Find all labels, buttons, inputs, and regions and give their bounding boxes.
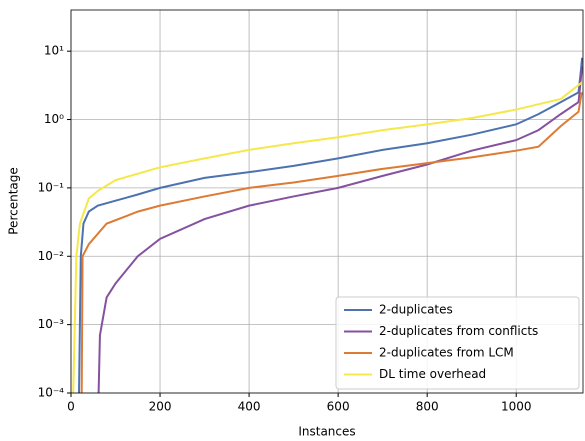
x-tick-label: 800 [416,400,439,414]
legend-label: 2-duplicates [379,303,453,317]
line-series [97,66,584,394]
line-series [78,57,584,394]
y-tick-label: 10⁻¹ [38,180,65,194]
legend-box [335,296,580,390]
legend-label: 2-duplicates from LCM [379,346,514,360]
x-tick-label: 600 [327,400,350,414]
x-tick-label: 0 [67,400,75,414]
y-tick-label: 10⁻² [38,249,65,263]
y-tick-label: 10⁰ [44,112,64,126]
x-axis-label: Instances [298,425,355,439]
plot-frame [70,9,584,394]
x-tick-label: 200 [149,400,172,414]
y-tick-label: 10⁻⁴ [38,386,65,400]
line-series [80,92,583,394]
line-series [72,81,583,394]
y-tick-label: 10¹ [44,44,64,58]
x-tick-label: 400 [238,400,261,414]
y-tick-label: 10⁻³ [38,317,65,331]
legend-label: DL time overhead [379,367,486,381]
x-tick-label: 1000 [501,400,532,414]
y-axis-label: Percentage [7,167,21,235]
legend-label: 2-duplicates from conflicts [379,324,538,338]
